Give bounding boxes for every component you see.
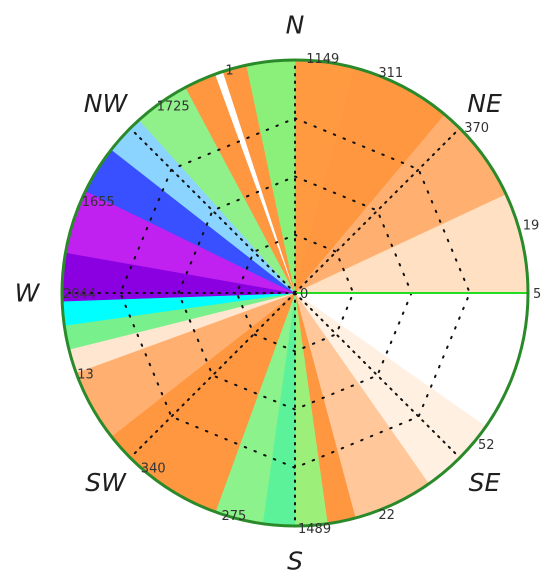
rim-label-layer: 1149 311 370 19 5 52 22 1489 275 340 13 2044 1655 172… <box>63 52 541 537</box>
rim-label-12: 1655 <box>82 195 115 210</box>
direction-label-nw: NW <box>84 89 129 118</box>
direction-label-s: S <box>287 547 303 573</box>
rim-label-0: 1149 <box>306 52 339 67</box>
direction-label-sw: SW <box>85 468 127 497</box>
rim-label-14: 1 <box>225 64 233 79</box>
rim-label-5: 52 <box>478 438 495 453</box>
chart-rim <box>60 58 530 528</box>
ray-3 <box>294 292 461 459</box>
rim-label-13: 1725 <box>157 99 190 114</box>
rim-label-1: 311 <box>378 66 403 81</box>
rim-label-3: 19 <box>523 218 540 233</box>
rim-label-8: 275 <box>222 509 247 524</box>
rim-label-11: 2044 <box>63 287 96 302</box>
center-label: 0 <box>300 287 308 302</box>
rim-label-6: 22 <box>378 508 395 523</box>
rim-label-4: 5 <box>533 287 541 302</box>
ray-layer <box>61 59 528 527</box>
direction-label-n: N <box>286 11 305 40</box>
direction-label-w: W <box>15 279 41 308</box>
ray-1 <box>294 127 461 294</box>
direction-label-layer: NNEESESSWWNW <box>15 11 502 573</box>
rim-label-2: 370 <box>464 121 489 136</box>
grid-ring-2 <box>177 175 413 411</box>
direction-label-se: SE <box>469 468 501 497</box>
grid-ring-1 <box>235 233 355 353</box>
direction-label-ne: NE <box>467 89 502 118</box>
rim-label-7: 1489 <box>298 522 331 537</box>
ray-7 <box>129 127 296 294</box>
ray-5 <box>129 292 296 459</box>
rim-label-10: 13 <box>77 367 94 382</box>
rim-label-9: 340 <box>141 462 166 477</box>
